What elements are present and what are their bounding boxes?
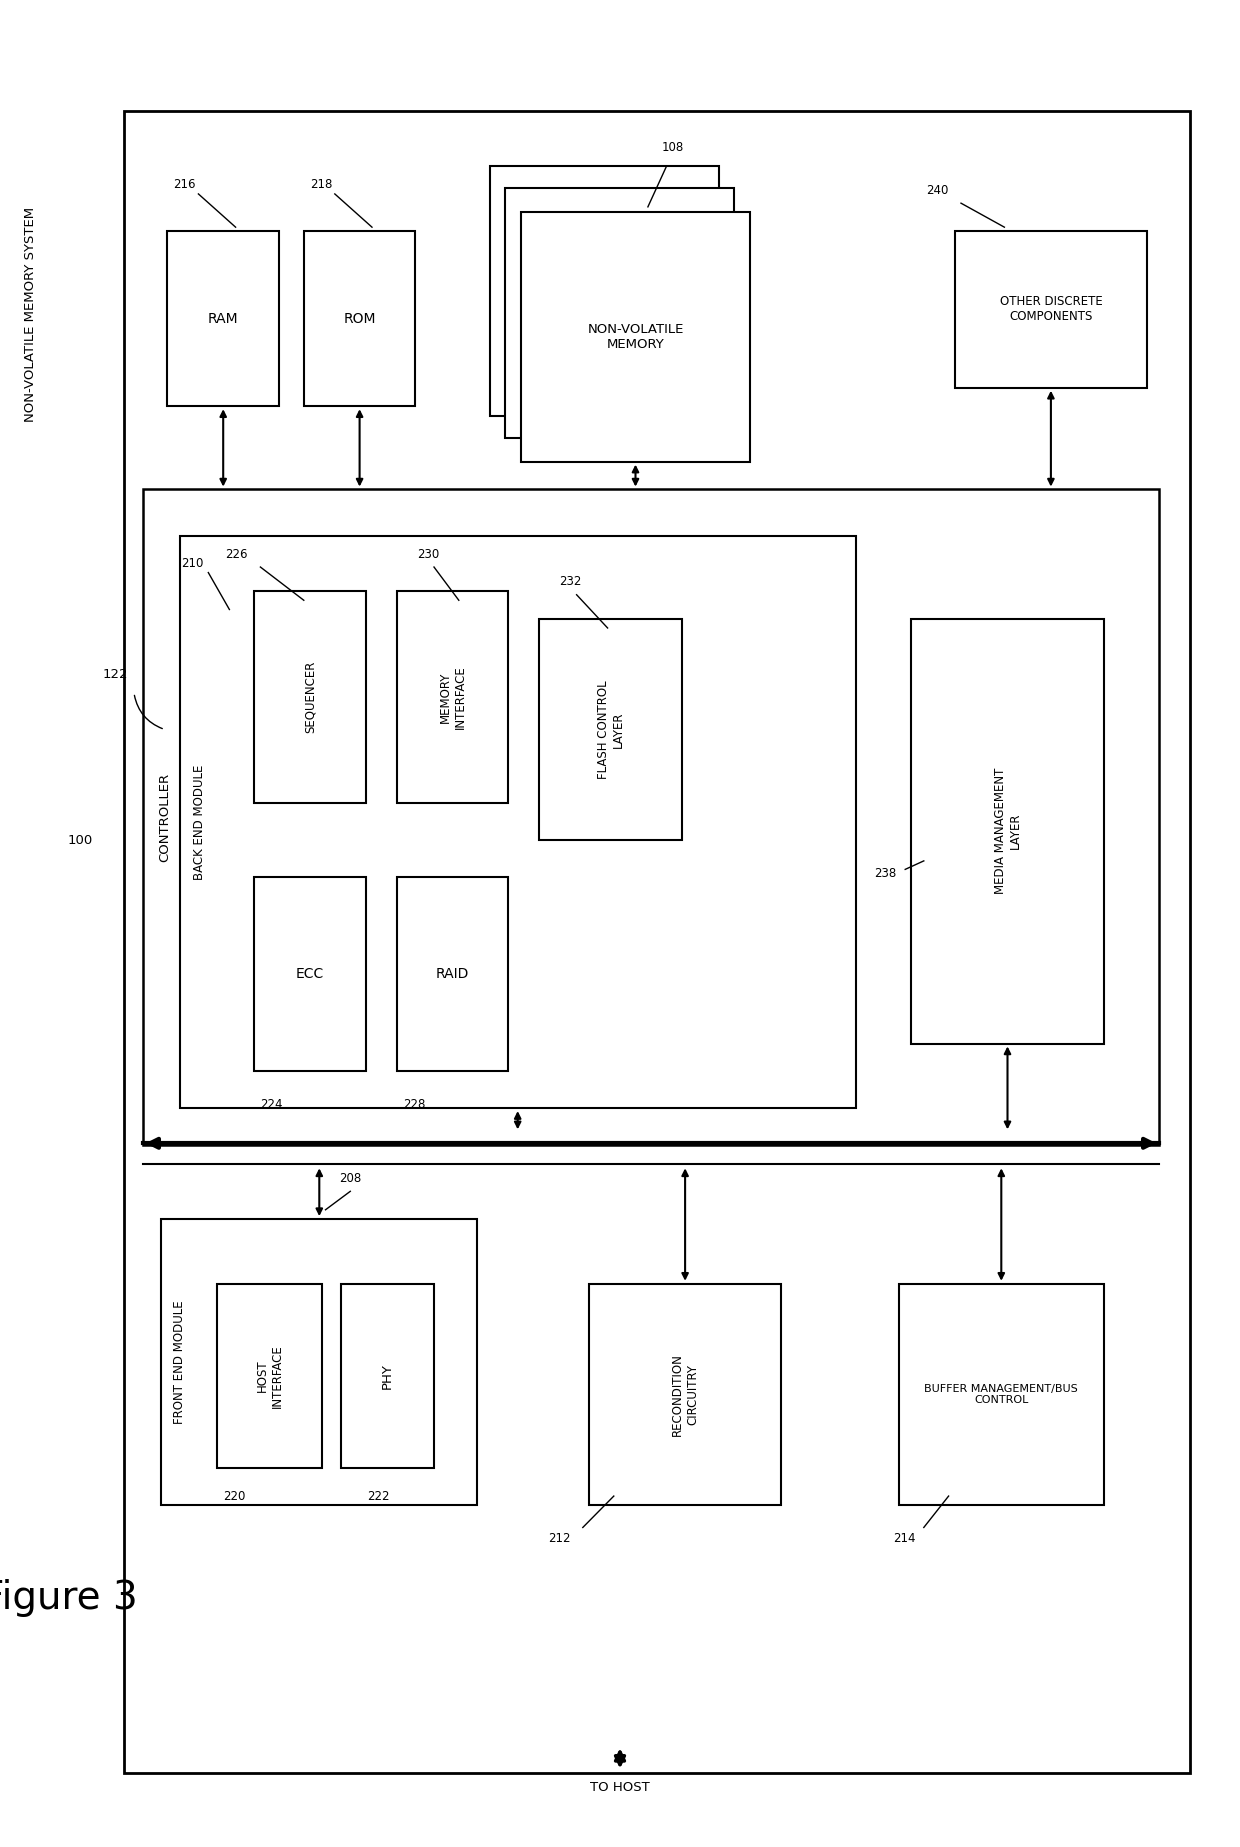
Text: 232: 232 <box>559 574 582 589</box>
Bar <box>539 619 682 840</box>
Bar <box>521 212 750 462</box>
Text: 208: 208 <box>340 1171 361 1186</box>
Text: Figure 3: Figure 3 <box>0 1579 138 1616</box>
Text: 210: 210 <box>181 556 203 571</box>
Text: 108: 108 <box>662 140 683 155</box>
Bar <box>397 877 508 1071</box>
Bar <box>167 231 279 406</box>
Bar <box>254 877 366 1071</box>
Text: HOST
INTERFACE: HOST INTERFACE <box>255 1345 284 1407</box>
Text: FLASH CONTROL
LAYER: FLASH CONTROL LAYER <box>596 680 625 779</box>
Text: BACK END MODULE: BACK END MODULE <box>193 765 206 879</box>
Bar <box>180 536 856 1108</box>
Text: ECC: ECC <box>296 968 324 981</box>
Text: MEDIA MANAGEMENT
LAYER: MEDIA MANAGEMENT LAYER <box>993 768 1022 894</box>
Text: FRONT END MODULE: FRONT END MODULE <box>174 1300 186 1424</box>
Bar <box>341 1284 434 1468</box>
Text: BUFFER MANAGEMENT/BUS
CONTROL: BUFFER MANAGEMENT/BUS CONTROL <box>925 1383 1078 1406</box>
Text: SEQUENCER: SEQUENCER <box>304 661 316 733</box>
Text: RAID: RAID <box>436 968 469 981</box>
Text: 212: 212 <box>548 1531 570 1546</box>
Text: NON-VOLATILE
MEMORY: NON-VOLATILE MEMORY <box>588 323 683 351</box>
Text: CONTROLLER: CONTROLLER <box>159 772 171 863</box>
Text: TO HOST: TO HOST <box>590 1781 650 1795</box>
Text: PHY: PHY <box>381 1363 394 1389</box>
Text: 214: 214 <box>893 1531 915 1546</box>
Text: 230: 230 <box>417 547 439 561</box>
Text: 228: 228 <box>403 1097 425 1112</box>
Text: MEMORY
INTERFACE: MEMORY INTERFACE <box>439 665 466 730</box>
Bar <box>899 1284 1104 1505</box>
Text: NON-VOLATILE MEMORY SYSTEM: NON-VOLATILE MEMORY SYSTEM <box>25 207 37 421</box>
Text: 226: 226 <box>226 547 248 561</box>
Bar <box>397 591 508 803</box>
Text: 216: 216 <box>174 177 196 192</box>
Bar <box>505 188 734 438</box>
Bar <box>254 591 366 803</box>
Bar <box>161 1219 477 1505</box>
Text: 220: 220 <box>223 1489 246 1503</box>
Bar <box>589 1284 781 1505</box>
Text: OTHER DISCRETE
COMPONENTS: OTHER DISCRETE COMPONENTS <box>999 296 1102 323</box>
Text: 240: 240 <box>926 183 949 198</box>
Bar <box>143 489 1159 1145</box>
Bar <box>217 1284 322 1468</box>
Text: 122: 122 <box>103 667 128 682</box>
Bar <box>911 619 1104 1044</box>
Text: 224: 224 <box>260 1097 283 1112</box>
Bar <box>304 231 415 406</box>
Text: RAM: RAM <box>208 312 238 325</box>
Bar <box>955 231 1147 388</box>
Text: 218: 218 <box>310 177 332 192</box>
Text: 238: 238 <box>874 866 897 881</box>
Text: 222: 222 <box>367 1489 389 1503</box>
Text: RECONDITION
CIRCUITRY: RECONDITION CIRCUITRY <box>671 1354 699 1435</box>
Bar <box>124 111 1190 1773</box>
Text: ROM: ROM <box>343 312 376 325</box>
Text: 100: 100 <box>68 833 93 848</box>
Bar <box>490 166 719 416</box>
